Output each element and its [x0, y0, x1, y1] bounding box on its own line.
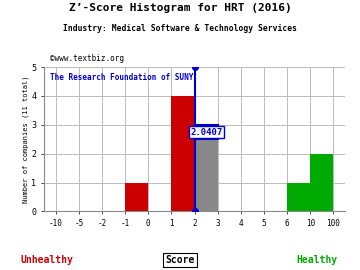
Text: Healthy: Healthy	[296, 255, 337, 265]
Bar	[171, 96, 194, 211]
Text: Industry: Medical Software & Technology Services: Industry: Medical Software & Technology …	[63, 24, 297, 33]
Bar	[310, 154, 333, 211]
Text: 2.0407: 2.0407	[190, 127, 222, 137]
Text: ©www.textbiz.org: ©www.textbiz.org	[50, 54, 125, 63]
Text: Score: Score	[165, 255, 195, 265]
Bar	[125, 183, 148, 211]
Bar	[194, 125, 218, 211]
Text: The Research Foundation of SUNY: The Research Foundation of SUNY	[50, 73, 194, 82]
Text: Z’-Score Histogram for HRT (2016): Z’-Score Histogram for HRT (2016)	[69, 3, 291, 13]
Y-axis label: Number of companies (11 total): Number of companies (11 total)	[22, 76, 29, 203]
Bar	[287, 183, 310, 211]
Text: Unhealthy: Unhealthy	[21, 255, 73, 265]
